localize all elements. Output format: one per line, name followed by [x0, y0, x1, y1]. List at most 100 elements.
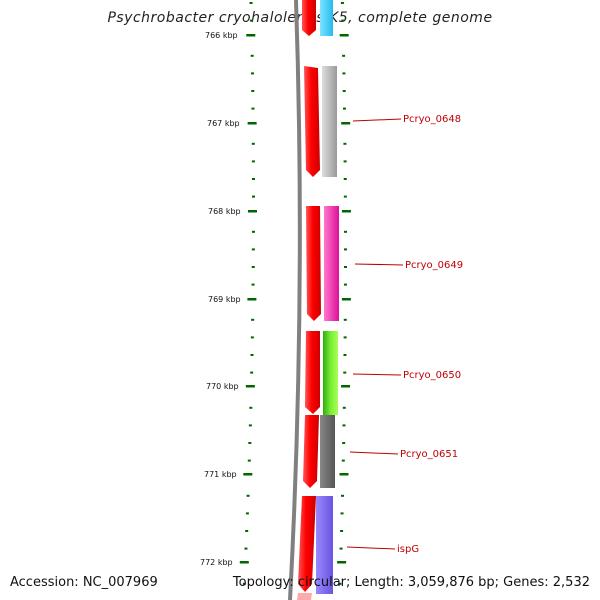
- ruler-minor-tick: [343, 283, 347, 286]
- gene-label: Pcryo_0648: [403, 114, 461, 125]
- ruler-major-tick: [247, 298, 257, 301]
- ruler-label: 768 kbp: [208, 207, 241, 216]
- ruler-minor-tick: [341, 19, 345, 22]
- ruler-minor-tick: [245, 512, 249, 515]
- ruler-minor-tick: [249, 2, 253, 4]
- ruler-minor-tick: [343, 178, 347, 180]
- ruler-minor-tick: [251, 266, 255, 268]
- ruler-minor-tick: [248, 424, 252, 427]
- ruler-label: 766 kbp: [205, 31, 238, 40]
- ruler-minor-tick: [338, 582, 342, 585]
- ruler-major-tick: [239, 561, 249, 564]
- ruler-minor-tick: [343, 371, 347, 374]
- cds-arrow: [305, 331, 320, 414]
- ruler-minor-tick: [343, 318, 347, 321]
- ruler-major-tick: [247, 122, 257, 125]
- ruler-minor-tick: [343, 248, 347, 251]
- ruler-minor-tick: [251, 160, 255, 163]
- ruler-labels: 766 kbp 767 kbp 768 kbp 769 kbp 770 kbp …: [200, 31, 241, 567]
- map-title: Psychrobacter cryohalolentis K5, complet…: [107, 10, 493, 26]
- ruler-minor-tick: [251, 248, 255, 251]
- cds-arrow: [302, 0, 316, 36]
- ruler-minor-tick: [342, 54, 346, 57]
- accession-text: Accession: NC_007969: [10, 575, 158, 590]
- cds-arrow: [298, 496, 316, 592]
- gene-callouts: Pcryo_0648 Pcryo_0649 Pcryo_0650 Pcryo_0…: [346, 114, 463, 555]
- ruler-minor-tick: [342, 107, 346, 110]
- ruler-major-tick: [341, 210, 351, 213]
- gene-block: [323, 331, 338, 415]
- ruler-major-tick: [339, 473, 349, 476]
- gene-block: [316, 496, 333, 594]
- ruler-minor-tick: [250, 354, 254, 356]
- ruler-minor-tick: [251, 318, 255, 321]
- genome-backbone: [288, 0, 302, 600]
- ruler-minor-tick: [340, 530, 344, 532]
- ruler-minor-tick: [245, 530, 249, 532]
- gene-block: [320, 415, 335, 488]
- ruler-minor-tick: [343, 354, 347, 356]
- gene-label: Pcryo_0650: [403, 370, 461, 381]
- ruler-label: 770 kbp: [206, 382, 239, 391]
- ruler-minor-tick: [251, 178, 255, 180]
- ruler-minor-tick: [342, 406, 346, 409]
- ruler-minor-tick: [342, 90, 346, 92]
- ruler-label: 769 kbp: [208, 295, 241, 304]
- gene-label: ispG: [397, 544, 419, 555]
- ruler-label: 767 kbp: [207, 119, 240, 128]
- ruler-major-tick: [337, 561, 347, 564]
- ruler-major-tick: [339, 34, 349, 37]
- ruler-minor-tick: [242, 582, 246, 585]
- ruler-major-tick: [247, 210, 257, 213]
- ruler-minor-tick: [340, 512, 344, 515]
- ruler-minor-tick: [343, 142, 347, 145]
- topology-summary: Topology: circular; Length: 3,059,876 bp…: [232, 575, 590, 590]
- ruler-minor-tick: [343, 160, 347, 163]
- ruler-major-tick: [341, 298, 351, 301]
- ruler-minor-tick: [251, 142, 255, 145]
- ruler-minor-tick: [342, 424, 346, 427]
- ruler-minor-tick: [251, 90, 255, 92]
- ruler-label: 772 kbp: [200, 558, 233, 567]
- ruler-minor-tick: [250, 54, 254, 57]
- ruler-minor-tick: [249, 19, 253, 22]
- ruler-minor-tick: [343, 266, 347, 268]
- ruler-minor-tick: [341, 459, 345, 462]
- ruler-minor-tick: [343, 230, 347, 233]
- ruler-minor-tick: [343, 336, 347, 339]
- ruler-minor-tick: [249, 406, 253, 409]
- ruler-major-tick: [341, 385, 351, 388]
- ruler-minor-tick: [247, 459, 251, 462]
- ruler-major-tick: [341, 122, 351, 125]
- ruler-minor-tick: [251, 283, 255, 286]
- ruler-minor-tick: [251, 195, 255, 198]
- ruler-minor-tick: [343, 195, 347, 198]
- ruler-major-tick: [243, 473, 253, 476]
- gene-label: Pcryo_0649: [405, 260, 463, 271]
- ruler-minor-tick: [342, 72, 346, 75]
- gene-block: [324, 206, 339, 321]
- cds-arrow: [303, 415, 319, 488]
- ruler-minor-tick: [244, 547, 248, 550]
- ruler-minor-tick: [341, 494, 345, 497]
- ruler-left: [239, 2, 257, 585]
- gene-block: [322, 66, 337, 177]
- cds-arrow: [297, 593, 312, 600]
- gene-label: Pcryo_0651: [400, 449, 458, 460]
- cds-arrow: [306, 206, 321, 321]
- ruler-minor-tick: [250, 336, 254, 339]
- cds-arrow: [304, 66, 320, 177]
- ruler-minor-tick: [340, 2, 344, 4]
- gene-block: [320, 0, 333, 36]
- ruler-label: 771 kbp: [204, 470, 237, 479]
- ruler-minor-tick: [248, 442, 252, 444]
- ruler-right: [337, 2, 351, 585]
- ruler-minor-tick: [251, 107, 255, 110]
- ruler-minor-tick: [342, 442, 346, 444]
- ruler-major-tick: [245, 385, 255, 388]
- ruler-major-tick: [246, 34, 256, 37]
- cds-track: [297, 0, 321, 600]
- ruler-minor-tick: [250, 371, 254, 374]
- ruler-minor-tick: [250, 72, 254, 75]
